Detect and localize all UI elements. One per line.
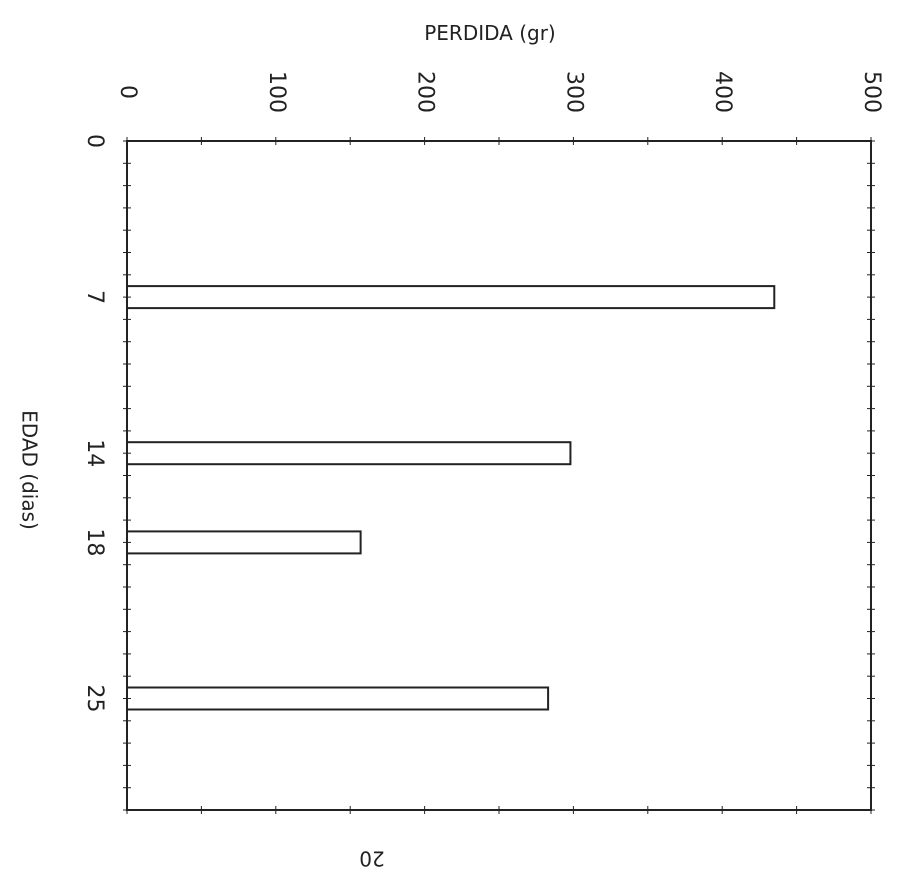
category-tick-label: 18	[82, 528, 107, 556]
value-tick-label: 500	[859, 71, 884, 113]
value-tick-label: 400	[710, 71, 735, 113]
value-tick-label: 100	[264, 71, 289, 113]
bars-group	[126, 285, 776, 711]
ticks-group	[123, 137, 875, 814]
value-tick-label: 200	[413, 71, 438, 113]
category-tick-label: 7	[82, 290, 107, 304]
value-tick-label: 300	[561, 71, 586, 113]
category-tick-label: 25	[82, 685, 107, 713]
category-tick-label: 14	[82, 439, 107, 467]
bar-7	[126, 285, 776, 310]
y-axis-title: EDAD (dias)	[18, 410, 42, 530]
x-axis-title: PERDIDA (gr)	[424, 21, 556, 45]
value-tick-label: 0	[115, 85, 140, 99]
page-number: 20	[359, 847, 384, 871]
category-tick-label: 0	[82, 134, 107, 148]
bar-25	[126, 686, 550, 711]
bar-18	[126, 530, 362, 555]
bar-14	[126, 441, 572, 466]
labels-group: 0 100 200 300 400 500 0 7 14 18 25	[82, 71, 884, 713]
